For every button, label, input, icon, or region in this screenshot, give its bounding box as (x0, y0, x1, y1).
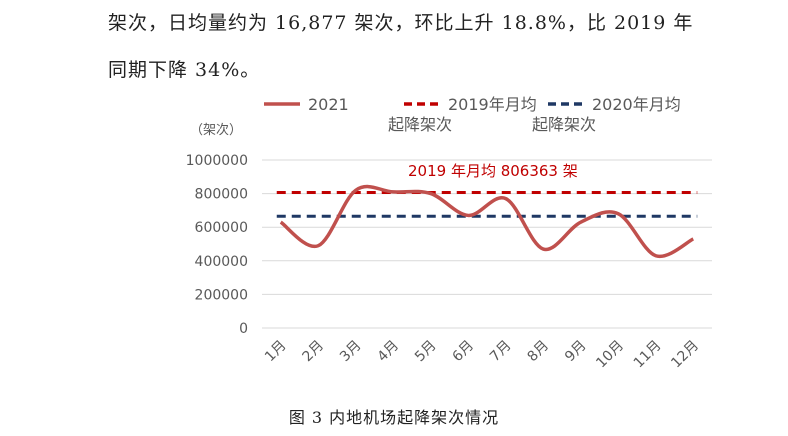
x-tick-labels: 1月 2月 3月 4月 5月 6月 7月 8月 9月 10月 11月 12月 (262, 338, 702, 372)
reference-lines (276, 191, 698, 218)
y-tick-labels: 1000000 800000 600000 400000 200000 0 (186, 153, 248, 337)
legend-label: 2020年月均 (592, 95, 681, 114)
legend-entry: 2021 (264, 95, 349, 114)
x-tick-label: 9月 (562, 338, 590, 366)
line-chart: 1000000 800000 600000 400000 200000 0 1月 2月 3月 4… (186, 95, 712, 372)
legend-label: 2019年月均 (448, 95, 537, 114)
y-tick-label: 200000 (195, 287, 248, 303)
x-tick-label: 2月 (300, 338, 328, 366)
x-tick-label: 3月 (337, 338, 365, 366)
x-tick-label: 5月 (412, 338, 440, 366)
x-tick-label: 6月 (450, 338, 478, 366)
y-tick-label: 0 (239, 321, 248, 337)
y-tick-label: 600000 (195, 220, 248, 236)
figure-caption: 图 3 内地机场起降架次情况 (288, 408, 500, 427)
legend-label-line2: 起降架次 (388, 115, 452, 134)
x-tick-label: 11月 (631, 338, 665, 372)
x-tick-label: 8月 (525, 338, 553, 366)
annotation-2019-average: 2019 年月均 806363 架 (408, 162, 578, 180)
x-tick-label: 10月 (593, 338, 627, 372)
legend-label-line2: 起降架次 (532, 115, 596, 134)
x-tick-label: 7月 (487, 338, 515, 366)
y-tick-label: 1000000 (186, 153, 248, 169)
series-lines (279, 184, 695, 259)
paragraph-line-1: 架次，日均量约为 16,877 架次，环比上升 18.8%，比 2019 年 (108, 12, 694, 34)
legend-label: 2021 (308, 95, 349, 114)
y-tick-label: 800000 (195, 187, 248, 203)
y-axis-label: （架次） (190, 122, 242, 138)
y-tick-label: 400000 (195, 254, 248, 270)
x-tick-label: 4月 (375, 338, 403, 366)
series-line-2021 (279, 184, 695, 259)
x-tick-label: 12月 (668, 338, 702, 372)
paragraph-line-2: 同期下降 34%。 (108, 59, 261, 81)
x-tick-label: 1月 (262, 338, 290, 366)
